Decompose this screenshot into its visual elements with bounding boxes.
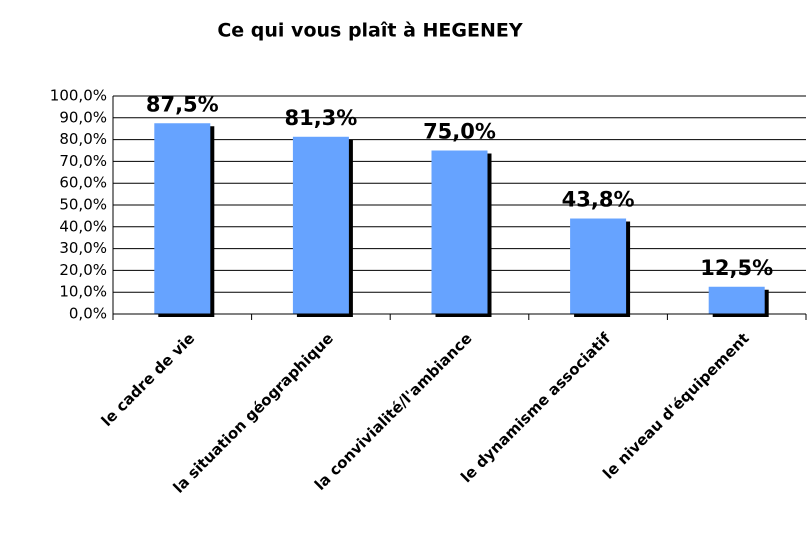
value-label: 43,8%: [562, 188, 635, 212]
value-label: 12,5%: [700, 256, 773, 280]
y-tick-label: 60,0%: [59, 174, 107, 192]
bar: [431, 150, 488, 314]
value-label: 81,3%: [284, 106, 357, 130]
bar: [292, 136, 349, 314]
value-label: 75,0%: [423, 120, 496, 144]
y-tick-label: 10,0%: [59, 283, 107, 301]
chart-title: Ce qui vous plaît à HEGENEY: [217, 20, 523, 42]
bar: [708, 286, 765, 314]
y-tick-label: 70,0%: [59, 152, 107, 170]
y-tick-label: 30,0%: [59, 239, 107, 257]
value-label: 87,5%: [146, 92, 219, 116]
x-tick-label: la situation géographique: [170, 329, 337, 496]
x-tick-label: le dynamisme associatif: [457, 329, 614, 486]
bar: [570, 218, 627, 314]
y-tick-label: 100,0%: [50, 87, 107, 105]
x-tick-label: la convivialité/l'ambiance: [311, 329, 476, 494]
x-tick-label: le niveau d'équipement: [599, 329, 752, 482]
x-tick-label: le cadre de vie: [98, 329, 199, 430]
y-tick-label: 90,0%: [59, 108, 107, 126]
y-tick-label: 0,0%: [69, 305, 107, 323]
bar: [154, 123, 211, 314]
y-tick-label: 40,0%: [59, 217, 107, 235]
y-tick-label: 80,0%: [59, 130, 107, 148]
y-tick-label: 50,0%: [59, 196, 107, 214]
y-tick-label: 20,0%: [59, 261, 107, 279]
